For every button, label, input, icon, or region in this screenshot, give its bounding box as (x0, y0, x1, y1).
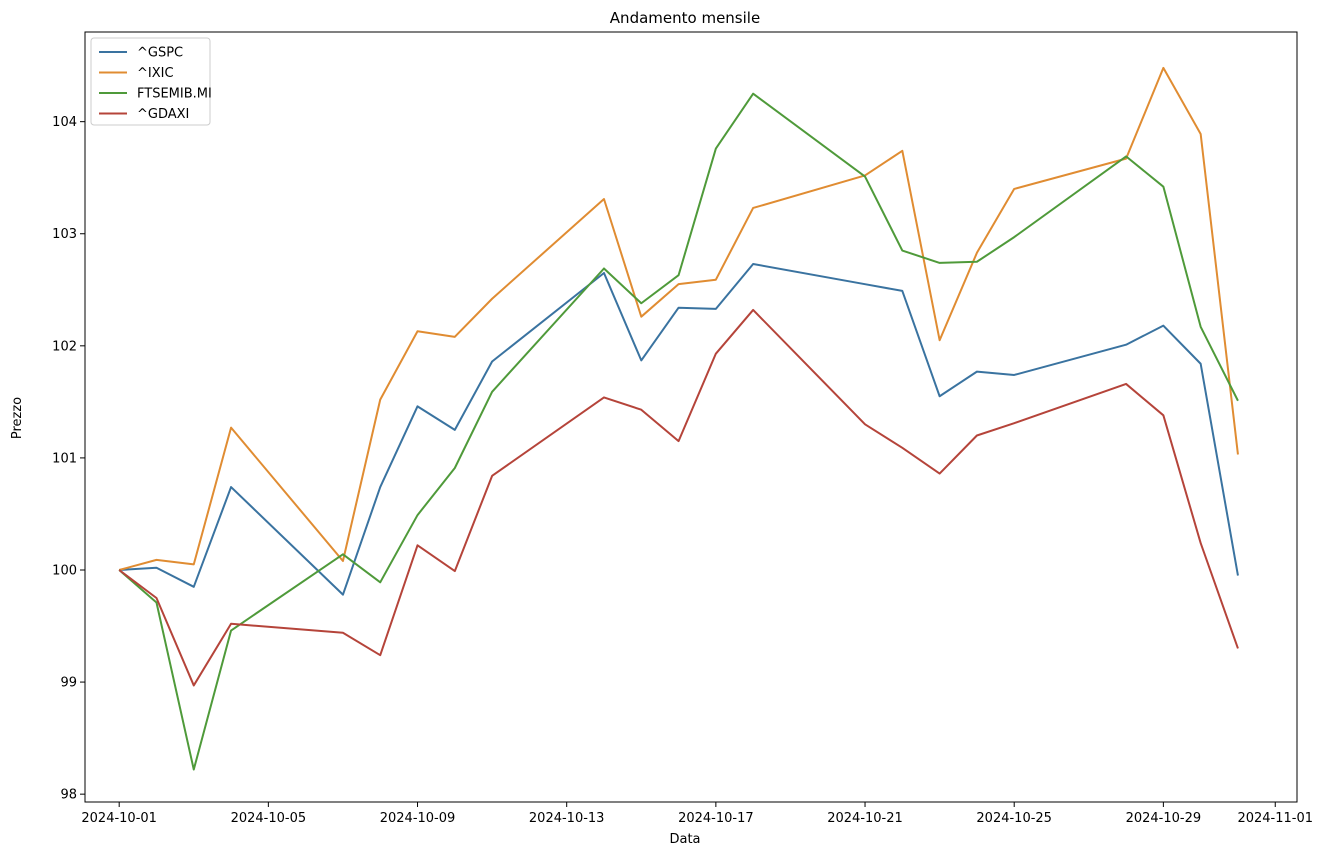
y-tick-label: 99 (60, 676, 77, 691)
series-line-gspc (119, 263, 1239, 596)
plot-frame (84, 31, 1298, 803)
series-line-ixic (118, 66, 1239, 571)
x-axis-label: Data (669, 832, 700, 847)
y-tick-label: 98 (60, 788, 77, 803)
x-tick-label: 2024-10-09 (380, 811, 456, 826)
x-tick-label: 2024-10-21 (827, 811, 903, 826)
legend-label: ^IXIC (137, 66, 174, 81)
x-tick-label: 2024-10-01 (81, 811, 157, 826)
plot-area: 98 99 100 101 102 103 104 2024-10-01 2024-10-05 2… (52, 31, 1313, 826)
y-tick-label: 102 (52, 339, 77, 354)
y-axis-label: Prezzo (10, 397, 25, 439)
series-line-ftsemibmi (118, 92, 1239, 771)
legend-box (90, 37, 211, 126)
x-tick-label: 2024-10-13 (529, 811, 605, 826)
x-tick-label: 2024-11-01 (1237, 811, 1313, 826)
legend-label: ^GDAXI (137, 107, 189, 122)
series-line-gdaxi (118, 308, 1239, 687)
y-tick-label: 100 (52, 563, 77, 578)
legend-label: FTSEMIB.MI (137, 87, 212, 102)
x-tick-label: 2024-10-25 (976, 811, 1052, 826)
chart-title: Andamento mensile (610, 9, 760, 27)
x-tick-label: 2024-10-05 (231, 811, 307, 826)
x-tick-label: 2024-10-29 (1126, 811, 1202, 826)
legend-label: ^GSPC (137, 46, 183, 61)
y-tick-label: 103 (52, 227, 77, 242)
y-tick-label: 104 (52, 115, 77, 130)
x-tick-label: 2024-10-17 (678, 811, 754, 826)
y-tick-label: 101 (52, 451, 77, 466)
